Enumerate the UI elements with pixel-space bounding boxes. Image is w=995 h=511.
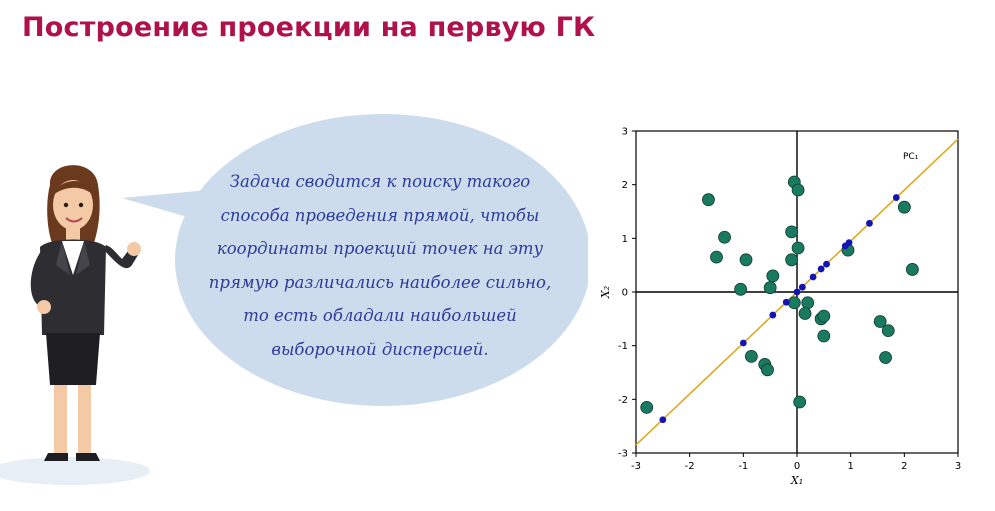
y-axis-label: X₂ (599, 286, 612, 299)
observation-point (801, 296, 815, 310)
projection-point (769, 311, 777, 319)
x-tick-label: -2 (685, 461, 695, 472)
observation-point (640, 400, 654, 414)
observation-point (897, 200, 911, 214)
y-tick-label: 3 (622, 127, 628, 138)
pca-scatter-chart: -3 -2 -1 0 1 2 3 3 2 1 0 -1 -2 -3 PC₁ X₁ X₂ (599, 127, 961, 488)
projection-point (845, 239, 853, 247)
y-tick-label: -2 (618, 395, 628, 406)
projection-point (823, 260, 830, 268)
x-tick-label: -3 (631, 461, 641, 472)
y-tick-label: -3 (618, 449, 628, 460)
observation-point (761, 363, 774, 377)
businesswoman-presenting-icon (0, 165, 150, 485)
y-tick-label: -1 (618, 341, 628, 352)
y-tick-label: 0 (622, 288, 628, 299)
projection-point (793, 288, 801, 296)
y-tick-label: 1 (622, 234, 628, 245)
pc-line-label: PC₁ (903, 152, 919, 162)
observation-point (873, 315, 887, 328)
x-tick-label: 0 (794, 461, 800, 472)
projection-point (809, 273, 817, 281)
x-tick-label: 2 (901, 461, 907, 472)
projection-point (817, 265, 825, 273)
projection-point (782, 298, 790, 306)
observation-point (791, 241, 805, 255)
observation-point (817, 329, 831, 343)
projection-point (659, 416, 667, 424)
projection-point (798, 283, 806, 291)
x-tick-label: 3 (955, 461, 961, 472)
slide-title: Построение проекции на первую ГК (22, 12, 596, 43)
projection-point (892, 194, 900, 201)
y-tick-label: 2 (622, 180, 628, 191)
observation-point (787, 296, 801, 310)
speech-bubble (122, 114, 588, 406)
x-axis-label: X₁ (790, 474, 803, 487)
observation-point (734, 282, 748, 296)
speech-bubble-text: Задача сводится к поиску такого способа … (208, 172, 552, 359)
observation-point (798, 307, 812, 320)
projection-point (739, 339, 747, 347)
observation-point (879, 351, 892, 364)
observation-point (744, 349, 758, 363)
observation-point (702, 193, 715, 207)
observation-point (785, 253, 799, 267)
observation-point (881, 324, 895, 338)
observation-point (793, 395, 807, 409)
observation-point (710, 250, 723, 264)
observation-point (791, 183, 805, 197)
projection-point (866, 219, 873, 227)
observation-point (739, 253, 753, 267)
observation-point (766, 269, 780, 283)
x-tick-label: -1 (738, 461, 748, 472)
observation-point (785, 225, 799, 239)
observation-point (718, 230, 731, 244)
observation-point (905, 263, 919, 276)
observation-point (817, 309, 831, 323)
observation-point (763, 281, 777, 295)
x-tick-label: 1 (847, 461, 853, 472)
